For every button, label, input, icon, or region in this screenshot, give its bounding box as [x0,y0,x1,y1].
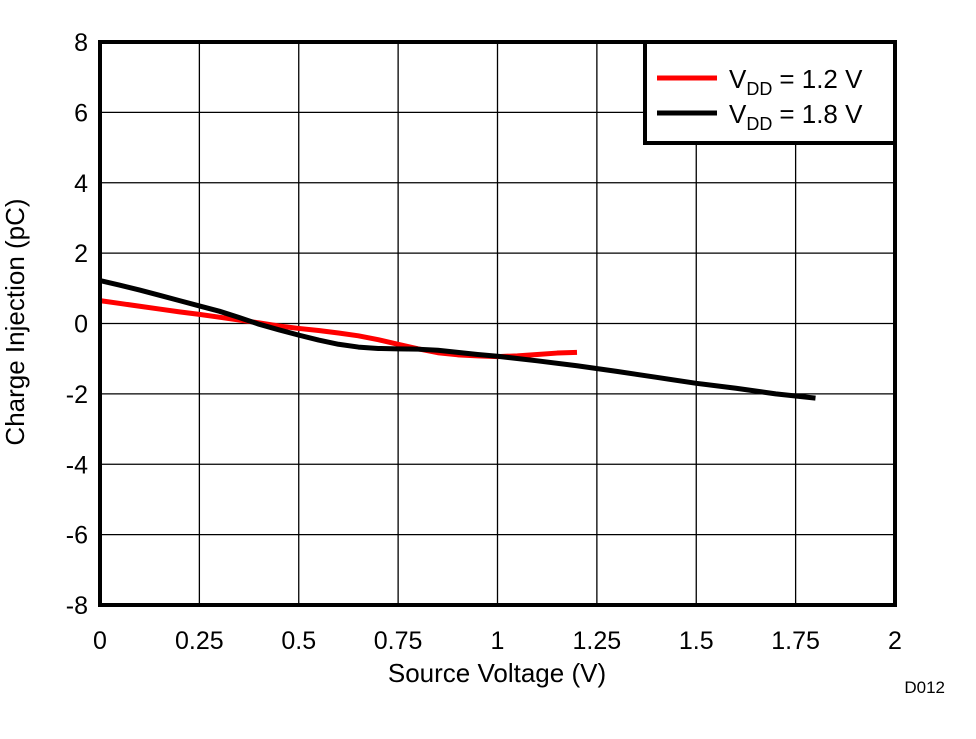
x-tick-label: 1.5 [679,627,714,655]
legend-label-subscript: DD [746,114,772,134]
y-axis-tick-labels: 8 6 4 2 0 -2 -4 -6 -8 [66,29,88,620]
y-tick-label: -8 [66,592,88,620]
x-tick-label: 0.5 [281,627,316,655]
x-tick-label: 2 [888,627,902,655]
y-tick-label: 6 [74,99,88,127]
x-tick-label: 0.75 [374,627,423,655]
y-tick-label: 2 [74,240,88,268]
legend-label-base: V [729,99,747,129]
x-tick-label: 1.25 [573,627,622,655]
x-tick-label: 0 [93,627,107,655]
x-axis-tick-labels: 0 0.25 0.5 0.75 1 1.25 1.5 1.75 2 [93,627,902,655]
y-axis-title: Charge Injection (pC) [0,198,30,445]
plot-border [98,40,897,607]
y-tick-label: -6 [66,522,88,550]
legend-label-vdd-1v2: VDD = 1.2 V [729,64,863,99]
legend: VDD = 1.2 V VDD = 1.8 V [643,40,897,145]
legend-label-subscript: DD [746,79,772,99]
legend-label-vdd-1v8: VDD = 1.8 V [729,99,863,134]
y-tick-label: 0 [74,311,88,339]
x-axis-title: Source Voltage (V) [388,658,606,688]
series-lines [99,278,816,401]
legend-label-base: V [729,64,747,94]
legend-label-rest: = 1.8 V [779,99,863,129]
series-line-0 [99,298,578,360]
legend-box [643,40,897,145]
x-tick-label: 1.75 [771,627,820,655]
y-tick-label: 8 [74,29,88,57]
y-tick-label: -2 [66,381,88,409]
series-line-1 [99,278,816,401]
x-tick-label: 1 [491,627,505,655]
y-tick-label: -4 [66,451,88,479]
y-tick-label: 4 [74,170,88,198]
figure-id: D012 [904,678,945,697]
legend-label-rest: = 1.2 V [779,64,863,94]
x-tick-label: 0.25 [175,627,224,655]
